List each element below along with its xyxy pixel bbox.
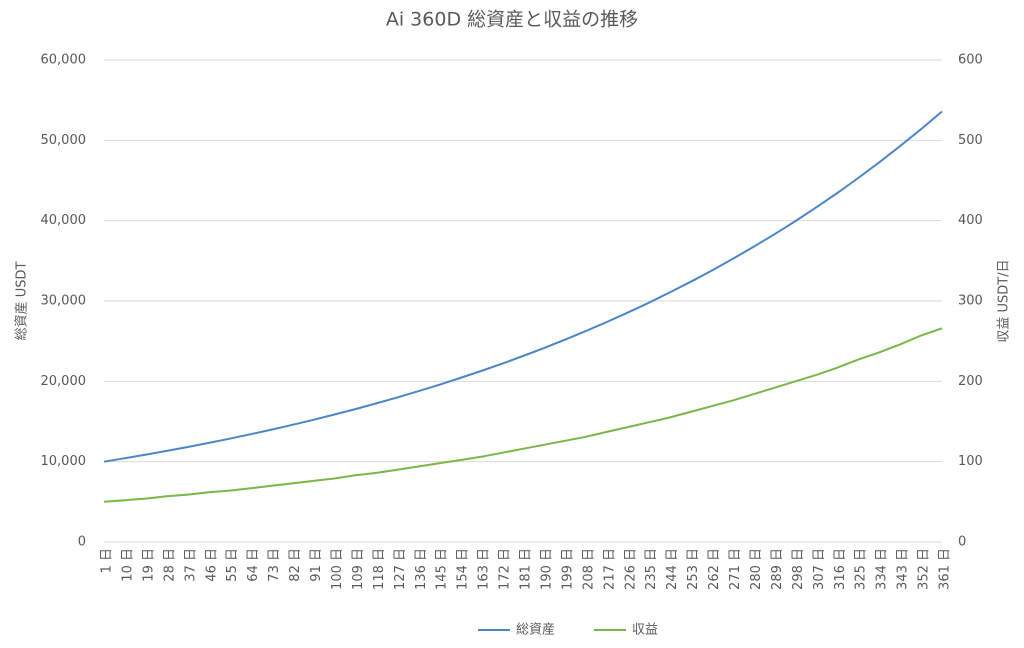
x-tick-label: 262 日 bbox=[707, 548, 722, 590]
x-tick-label: 352 日 bbox=[917, 548, 932, 590]
x-tick-label: 190 日 bbox=[539, 548, 554, 590]
y-tick-label: 50,000 bbox=[41, 133, 87, 148]
x-tick-label: 343 日 bbox=[896, 548, 911, 590]
x-tick-label: 1 日 bbox=[100, 548, 115, 573]
x-tick-label: 334 日 bbox=[875, 548, 890, 590]
x-tick-label: 46 日 bbox=[204, 548, 219, 582]
y-tick-label: 0 bbox=[78, 535, 86, 550]
x-tick-label: 109 日 bbox=[351, 548, 366, 590]
x-tick-label: 154 日 bbox=[456, 548, 471, 590]
line-series bbox=[103, 327, 943, 503]
y2-tick-label: 200 bbox=[958, 374, 983, 389]
x-tick-label: 28 日 bbox=[162, 548, 177, 582]
legend-label: 収益 bbox=[632, 623, 658, 638]
y2-tick-label: 500 bbox=[958, 133, 983, 148]
x-tick-label: 298 日 bbox=[791, 548, 806, 590]
y2-tick-label: 300 bbox=[958, 294, 983, 309]
x-tick-label: 127 日 bbox=[393, 548, 408, 590]
y2-tick-label: 100 bbox=[958, 454, 983, 469]
x-tick-label: 136 日 bbox=[414, 548, 429, 590]
x-tick-label: 145 日 bbox=[435, 548, 450, 590]
x-tick-label: 208 日 bbox=[581, 548, 596, 590]
x-tick-label: 55 日 bbox=[225, 548, 240, 582]
y-tick-label: 20,000 bbox=[41, 374, 87, 389]
x-tick-label: 217 日 bbox=[602, 548, 617, 590]
x-tick-label: 289 日 bbox=[770, 548, 785, 590]
x-tick-label: 307 日 bbox=[812, 548, 827, 590]
x-tick-label: 163 日 bbox=[477, 548, 492, 590]
y-tick-label: 40,000 bbox=[41, 213, 87, 228]
x-tick-label: 235 日 bbox=[644, 548, 659, 590]
y2-tick-label: 400 bbox=[958, 213, 983, 228]
x-tick-label: 91 日 bbox=[309, 548, 324, 582]
x-tick-label: 280 日 bbox=[749, 548, 764, 590]
x-tick-label: 181 日 bbox=[519, 548, 534, 590]
y2-tick-label: 600 bbox=[958, 53, 983, 68]
x-tick-label: 118 日 bbox=[372, 548, 387, 590]
x-tick-label: 316 日 bbox=[833, 548, 848, 590]
legend-label: 総資産 bbox=[516, 622, 555, 638]
y-tick-label: 10,000 bbox=[41, 454, 87, 469]
x-tick-label: 10 日 bbox=[120, 548, 135, 582]
x-tick-label: 226 日 bbox=[623, 548, 638, 590]
x-tick-label: 325 日 bbox=[854, 548, 869, 590]
x-tick-label: 172 日 bbox=[498, 548, 513, 590]
y-axis-title: 総資産 USDT bbox=[14, 262, 30, 341]
y2-tick-label: 0 bbox=[958, 535, 966, 550]
x-tick-label: 64 日 bbox=[246, 548, 261, 582]
chart-title: Ai 360D 総資産と収益の推移 bbox=[386, 9, 638, 31]
y-tick-label: 30,000 bbox=[41, 294, 87, 309]
x-tick-label: 37 日 bbox=[183, 548, 198, 582]
x-tick-label: 100 日 bbox=[330, 548, 345, 590]
x-tick-label: 361 日 bbox=[938, 548, 953, 590]
x-tick-label: 244 日 bbox=[665, 548, 680, 590]
y2-axis-title: 収益 USDT/日 bbox=[997, 259, 1012, 342]
y-tick-label: 60,000 bbox=[41, 53, 87, 68]
x-tick-label: 19 日 bbox=[141, 548, 156, 582]
x-tick-label: 253 日 bbox=[686, 548, 701, 590]
x-tick-label: 199 日 bbox=[560, 548, 575, 590]
x-tick-label: 82 日 bbox=[288, 548, 303, 582]
line-series bbox=[103, 110, 943, 463]
x-tick-label: 271 日 bbox=[728, 548, 743, 590]
x-tick-label: 73 日 bbox=[267, 548, 282, 582]
